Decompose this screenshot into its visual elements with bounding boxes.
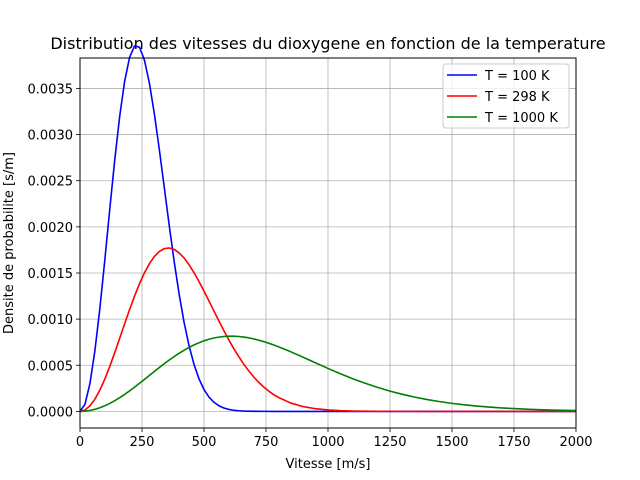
x-tick-label: 250 [130,435,155,450]
chart-title: Distribution des vitesses du dioxygene e… [50,34,605,53]
x-tick-label: 500 [192,435,217,450]
y-tick-label: 0.0025 [28,175,74,190]
x-tick-label: 1000 [311,435,344,450]
y-axis-ticks: 0.0000 0.0005 0.0010 0.0015 0.0020 0.0025 0.00… [28,82,80,420]
y-tick-label: 0.0015 [28,267,74,282]
y-tick-label: 0.0035 [28,82,74,97]
series-line-2 [79,247,576,413]
x-axis-label: Vitesse [m/s] [286,457,371,472]
y-axis-label: Densite de probabilite [s/m] [2,152,17,334]
legend-label-1: T = 100 K [484,69,550,84]
legend-box [442,63,570,129]
x-tick-label: 1750 [497,435,530,450]
legend-label-3: T = 1000 K [484,111,558,126]
series-lines [79,45,577,413]
x-tick-label: 1500 [435,435,468,450]
y-tick-label: 0.0030 [28,129,74,144]
y-tick-label: 0.0020 [28,221,74,236]
x-tick-label: 0 [76,435,84,450]
x-tick-label: 1250 [373,435,406,450]
x-tick-label: 750 [254,435,279,450]
y-tick-label: 0.0010 [28,313,74,328]
series-line-3 [79,335,577,413]
y-tick-label: 0.0000 [28,405,74,420]
x-axis-ticks: 0 250 500 750 1000 1250 1500 1750 2000 [76,428,593,450]
x-tick-label: 2000 [559,435,592,450]
y-tick-label: 0.0005 [28,359,74,374]
legend-label-2: T = 298 K [484,90,550,105]
legend: T = 100 K T = 298 K T = 1000 K [442,63,570,129]
